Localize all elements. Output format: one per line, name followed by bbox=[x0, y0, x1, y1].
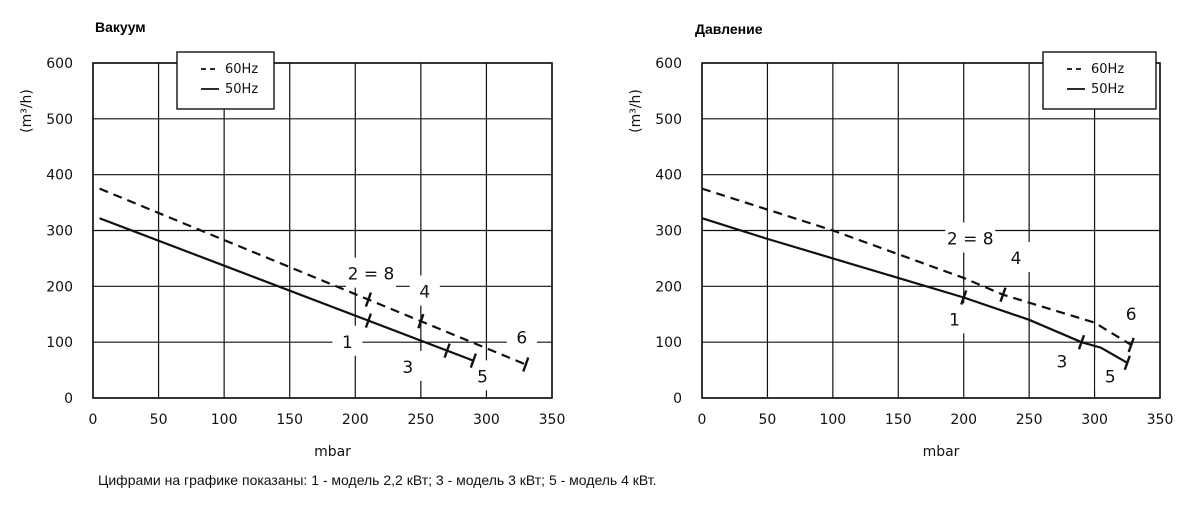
x-tick-label: 50 bbox=[150, 412, 168, 428]
model-marker bbox=[999, 287, 1007, 303]
annotation-bg bbox=[346, 257, 397, 288]
x-tick-label: 0 bbox=[89, 412, 98, 428]
model-annotation: 5 bbox=[1105, 367, 1116, 387]
x-tick-label: 350 bbox=[539, 412, 566, 428]
x-tick-label: 200 bbox=[342, 412, 369, 428]
x-tick-label: 250 bbox=[407, 412, 434, 428]
model-annotation: 1 bbox=[949, 310, 960, 330]
legend-label: 50Hz bbox=[225, 82, 258, 97]
model-annotation: 4 bbox=[419, 283, 430, 303]
plot-frame bbox=[92, 62, 553, 399]
y-tick-label: 0 bbox=[64, 391, 73, 407]
y-tick-label: 400 bbox=[46, 168, 73, 184]
legend-box bbox=[176, 51, 275, 110]
y-tick-label: 0 bbox=[673, 391, 682, 407]
model-marker bbox=[364, 313, 373, 329]
legend-box bbox=[1042, 51, 1157, 110]
y-axis-label: (m³/h) bbox=[628, 89, 644, 133]
x-tick-label: 100 bbox=[819, 412, 846, 428]
model-marker bbox=[1123, 355, 1131, 371]
y-tick-label: 200 bbox=[655, 279, 682, 295]
annotation-bg bbox=[409, 275, 440, 306]
x-tick-label: 100 bbox=[211, 412, 238, 428]
model-marker bbox=[417, 313, 425, 329]
x-tick-label: 50 bbox=[759, 412, 777, 428]
x-tick-label: 300 bbox=[1081, 412, 1108, 428]
model-annotation: 6 bbox=[1126, 305, 1137, 325]
footnote: Цифрами на графике показаны: 1 - модель … bbox=[98, 472, 657, 488]
y-axis-label: (m³/h) bbox=[19, 89, 35, 133]
model-marker bbox=[522, 357, 530, 372]
model-marker bbox=[960, 290, 968, 305]
y-tick-label: 400 bbox=[655, 168, 682, 184]
model-marker bbox=[1077, 334, 1086, 350]
annotation-bg bbox=[506, 321, 537, 352]
model-annotation: 3 bbox=[402, 358, 413, 378]
y-tick-label: 600 bbox=[655, 56, 682, 72]
annotation-bg bbox=[945, 222, 996, 253]
y-tick-label: 500 bbox=[46, 112, 73, 128]
x-tick-label: 200 bbox=[950, 412, 977, 428]
model-annotation: 5 bbox=[477, 367, 488, 387]
plot-frame bbox=[701, 62, 1161, 399]
x-tick-label: 0 bbox=[698, 412, 707, 428]
x-tick-label: 300 bbox=[473, 412, 500, 428]
annotation-bg bbox=[332, 325, 363, 356]
x-axis-label: mbar bbox=[314, 444, 351, 460]
model-annotation: 2 = 8 bbox=[348, 265, 395, 285]
x-axis-label: mbar bbox=[923, 444, 960, 460]
x-tick-label: 350 bbox=[1147, 412, 1174, 428]
annotation-bg bbox=[939, 303, 970, 334]
series-line-50hz bbox=[701, 217, 1128, 364]
chart-title: Давление bbox=[695, 21, 763, 37]
model-annotation: 4 bbox=[1011, 249, 1022, 269]
model-annotation: 3 bbox=[1056, 352, 1067, 372]
series-line-60hz bbox=[99, 187, 527, 366]
legend-label: 60Hz bbox=[1091, 62, 1124, 77]
annotation-bg bbox=[1095, 360, 1126, 391]
annotation-bg bbox=[392, 350, 423, 381]
chart-title: Вакуум bbox=[95, 19, 146, 35]
x-tick-label: 150 bbox=[276, 412, 303, 428]
x-tick-label: 250 bbox=[1016, 412, 1043, 428]
model-marker bbox=[1127, 337, 1135, 353]
model-marker bbox=[443, 343, 451, 359]
model-annotation: 6 bbox=[516, 328, 527, 348]
y-tick-label: 100 bbox=[655, 335, 682, 351]
annotation-bg bbox=[1001, 242, 1032, 272]
model-marker bbox=[469, 353, 477, 368]
legend-label: 50Hz bbox=[1091, 82, 1124, 97]
y-tick-label: 100 bbox=[46, 335, 73, 351]
model-marker bbox=[364, 292, 373, 307]
series-line-50hz bbox=[99, 217, 474, 362]
annotation-bg bbox=[1116, 297, 1147, 328]
legend-label: 60Hz bbox=[225, 62, 258, 77]
y-tick-label: 500 bbox=[655, 112, 682, 128]
series-line-60hz bbox=[701, 187, 1132, 346]
y-tick-label: 300 bbox=[655, 224, 682, 240]
y-tick-label: 600 bbox=[46, 56, 73, 72]
x-tick-label: 150 bbox=[885, 412, 912, 428]
model-annotation: 2 = 8 bbox=[947, 229, 994, 249]
model-annotation: 1 bbox=[342, 333, 353, 353]
y-tick-label: 300 bbox=[46, 224, 73, 240]
y-tick-label: 200 bbox=[46, 279, 73, 295]
annotation-bg bbox=[1046, 345, 1077, 376]
